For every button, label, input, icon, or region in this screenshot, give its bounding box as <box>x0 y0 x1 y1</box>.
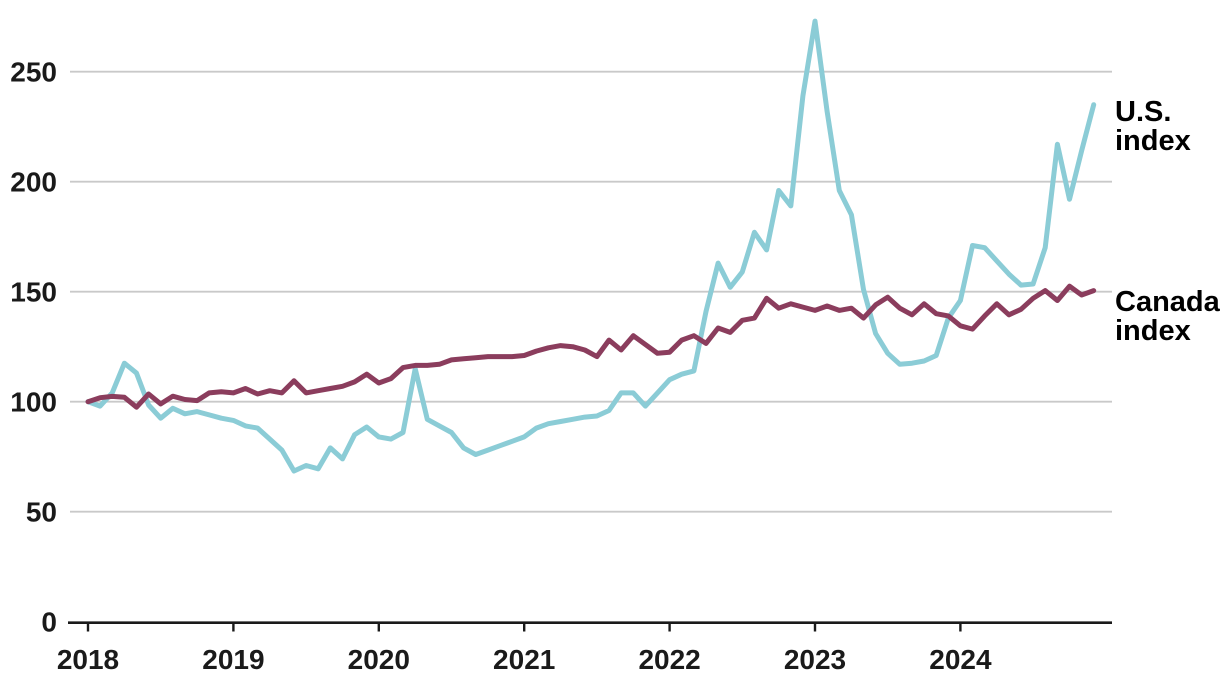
us-index-label-line1: U.S. <box>1115 96 1171 128</box>
x-tick-label-2024: 2024 <box>929 644 992 675</box>
x-axis-labels: 2018 2019 2020 2021 2022 2023 2024 <box>57 644 992 675</box>
y-tick-label-100: 100 <box>10 387 57 418</box>
y-tick-label-50: 50 <box>26 497 57 528</box>
us-index-label-line2: index <box>1115 125 1191 157</box>
canada-index-label-line1: Canada <box>1115 286 1220 318</box>
x-tick-label-2020: 2020 <box>348 644 410 675</box>
y-tick-label-0: 0 <box>41 607 57 638</box>
x-tick-label-2022: 2022 <box>638 644 700 675</box>
series-lines <box>85 18 1097 474</box>
us-index-line <box>85 18 1097 474</box>
x-tick-label-2019: 2019 <box>202 644 264 675</box>
y-axis-labels: 0 50 100 150 200 250 <box>10 57 57 638</box>
y-tick-label-150: 150 <box>10 277 57 308</box>
x-axis <box>68 621 1112 632</box>
x-tick-label-2021: 2021 <box>493 644 555 675</box>
x-tick-label-2018: 2018 <box>57 644 119 675</box>
canada-index-label-line2: index <box>1115 315 1191 347</box>
canada-index-line <box>85 283 1097 410</box>
x-tick-label-2023: 2023 <box>784 644 846 675</box>
y-tick-label-200: 200 <box>10 167 57 198</box>
gridlines <box>70 70 1112 513</box>
y-tick-label-250: 250 <box>10 57 57 88</box>
